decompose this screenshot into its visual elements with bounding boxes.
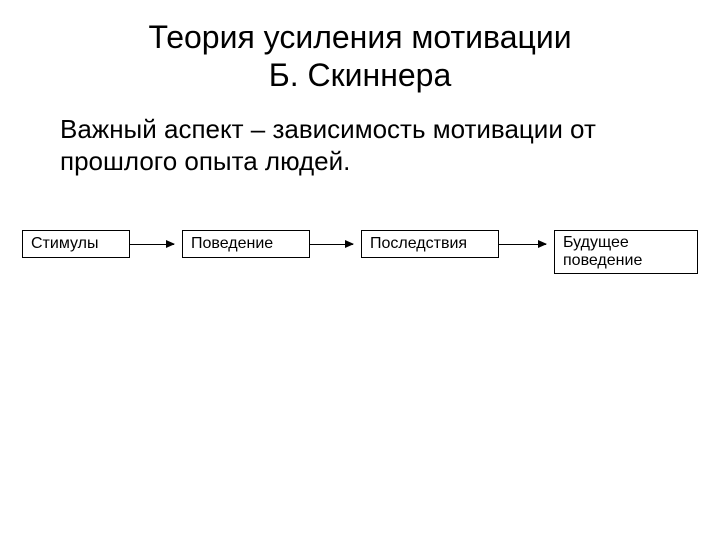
flow-node-label: Поведение — [191, 235, 273, 253]
flowchart: Стимулы Поведение Последствия Будущее по… — [0, 230, 720, 310]
flow-arrow — [130, 244, 174, 245]
flow-arrow — [310, 244, 353, 245]
flow-node-consequences: Последствия — [361, 230, 499, 258]
flow-node-behavior: Поведение — [182, 230, 310, 258]
flow-node-label: Стимулы — [31, 235, 98, 253]
flow-node-future-behavior: Будущее поведение — [554, 230, 698, 274]
flow-node-label: Будущее поведение — [563, 234, 689, 269]
flow-arrow — [499, 244, 546, 245]
flow-node-stimuli: Стимулы — [22, 230, 130, 258]
flow-node-label: Последствия — [370, 235, 467, 253]
page-title: Теория усиления мотивации Б. Скиннера — [0, 0, 720, 95]
subtitle-text: Важный аспект – зависимость мотивации от… — [0, 95, 720, 178]
title-line-2: Б. Скиннера — [269, 57, 452, 93]
title-line-1: Теория усиления мотивации — [148, 19, 571, 55]
